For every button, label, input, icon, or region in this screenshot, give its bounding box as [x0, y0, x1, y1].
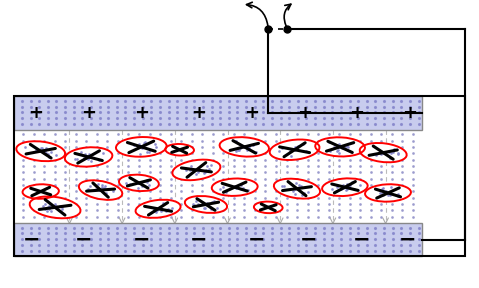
- Text: −: −: [248, 230, 265, 250]
- Text: +: +: [134, 104, 149, 122]
- Text: +: +: [191, 104, 206, 122]
- Ellipse shape: [136, 200, 181, 218]
- Ellipse shape: [119, 175, 159, 191]
- Ellipse shape: [322, 178, 368, 196]
- Text: −: −: [75, 230, 92, 250]
- Ellipse shape: [23, 184, 59, 199]
- Ellipse shape: [212, 179, 258, 196]
- Ellipse shape: [16, 141, 65, 161]
- Ellipse shape: [185, 196, 227, 213]
- Ellipse shape: [219, 137, 269, 157]
- Text: −: −: [399, 230, 416, 250]
- Text: +: +: [402, 104, 417, 122]
- Text: +: +: [349, 104, 365, 122]
- Bar: [14, 223, 422, 256]
- Ellipse shape: [365, 184, 411, 202]
- Text: −: −: [133, 230, 150, 250]
- Ellipse shape: [274, 179, 320, 199]
- Ellipse shape: [116, 137, 167, 157]
- Text: −: −: [23, 230, 40, 250]
- Ellipse shape: [254, 202, 283, 213]
- Ellipse shape: [315, 137, 365, 156]
- Text: +: +: [244, 104, 259, 122]
- Bar: [14, 96, 465, 256]
- Text: +: +: [81, 104, 96, 122]
- Ellipse shape: [165, 144, 194, 156]
- Bar: [14, 96, 422, 130]
- Ellipse shape: [79, 180, 122, 200]
- Text: −: −: [190, 230, 207, 250]
- Text: −: −: [300, 230, 318, 250]
- Text: +: +: [297, 104, 312, 122]
- Ellipse shape: [30, 196, 80, 218]
- Text: −: −: [353, 230, 370, 250]
- Ellipse shape: [360, 143, 407, 162]
- Ellipse shape: [270, 139, 319, 160]
- Text: +: +: [28, 104, 44, 122]
- Ellipse shape: [65, 147, 113, 167]
- Ellipse shape: [172, 160, 220, 180]
